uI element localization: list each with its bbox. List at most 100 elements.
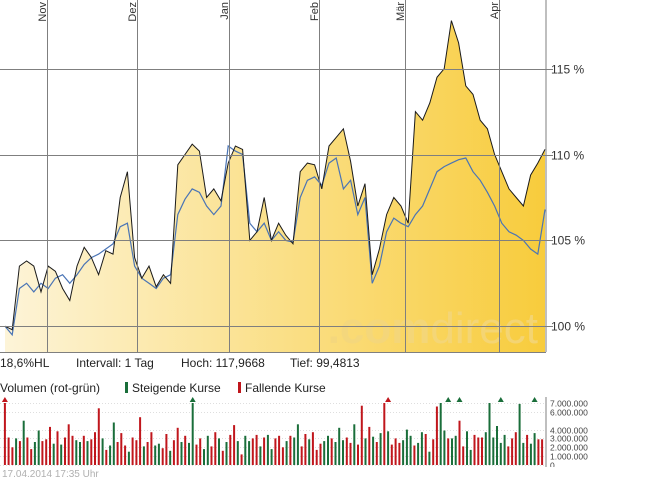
volume-bar xyxy=(518,403,521,465)
volume-bar xyxy=(259,446,262,465)
volume-bar xyxy=(26,437,29,465)
volume-bar xyxy=(372,436,375,465)
volume-tick-label: 6.000.000 xyxy=(550,408,588,418)
volume-bar xyxy=(266,434,269,465)
volume-bar xyxy=(142,446,145,465)
volume-bar xyxy=(71,435,74,465)
volume-bar xyxy=(375,442,378,465)
volume-bar xyxy=(315,449,318,465)
volume-bar xyxy=(105,449,108,465)
volume-bar xyxy=(120,433,123,465)
low-value: Tief: 99,4813 xyxy=(290,356,360,370)
volume-bar xyxy=(22,420,25,465)
volume-bar xyxy=(417,442,420,465)
volume-bar xyxy=(458,420,461,465)
falling-swatch xyxy=(238,382,241,393)
rising-legend: Steigende Kurse xyxy=(125,381,221,395)
volume-bar xyxy=(338,427,341,465)
volume-bar xyxy=(188,442,190,465)
volume-bar xyxy=(443,430,446,465)
volume-bar xyxy=(454,435,457,465)
y-tick-label: 105 % xyxy=(551,234,585,248)
y-tick-label: 115 % xyxy=(551,63,584,77)
volume-bar xyxy=(56,431,59,465)
volume-bar xyxy=(522,442,525,465)
volume-bar xyxy=(270,449,273,465)
volume-bar xyxy=(60,444,63,465)
footer-timestamp: 17.04.2014 17:35 Uhr xyxy=(2,469,99,480)
volume-bar xyxy=(203,449,205,465)
volume-bar xyxy=(345,437,348,465)
rising-legend-label: Steigende Kurse xyxy=(132,381,221,395)
volume-bar xyxy=(469,449,472,465)
interval-info: Intervall: 1 Tag xyxy=(76,356,154,370)
volume-bar xyxy=(488,403,491,465)
volume-bar xyxy=(368,426,371,465)
volume-bar xyxy=(323,441,326,465)
volume-bar xyxy=(229,434,232,465)
volume-bar xyxy=(533,433,536,465)
volume-bar xyxy=(451,438,453,465)
volume-bar xyxy=(169,450,172,465)
volume-bar xyxy=(311,432,314,465)
volume-bar xyxy=(511,438,514,465)
volume-tick-label: 7.000.000 xyxy=(550,399,588,409)
volume-bar xyxy=(146,442,149,465)
volume-bar xyxy=(52,443,55,465)
volume-tick-label: 3.000.000 xyxy=(550,434,588,444)
volume-bar xyxy=(37,430,40,465)
falling-legend-label: Fallende Kurse xyxy=(245,381,326,395)
volume-bar xyxy=(251,438,254,465)
volume-bar xyxy=(210,446,213,465)
volume-bar xyxy=(79,442,81,465)
volume-bar xyxy=(462,446,465,465)
volume-bar xyxy=(526,434,529,465)
volume-bar xyxy=(33,442,36,465)
volume-overflow-arrow xyxy=(385,397,392,402)
volume-bar xyxy=(334,442,337,465)
volume-bar xyxy=(296,424,299,465)
volume-bar xyxy=(503,434,506,465)
volume-bar xyxy=(507,446,510,465)
volume-bar xyxy=(383,403,386,465)
volume-overflow-arrow xyxy=(497,397,504,402)
volume-bar xyxy=(139,417,142,465)
volume-bar xyxy=(225,442,228,465)
volume-bar xyxy=(172,440,175,465)
volume-bar xyxy=(293,437,296,465)
volume-bar xyxy=(191,403,194,465)
falling-legend: Fallende Kurse xyxy=(238,381,326,395)
volume-bar xyxy=(116,442,119,465)
volume-bar xyxy=(154,445,157,465)
month-label: Dez xyxy=(127,2,139,22)
volume-bar xyxy=(289,435,292,465)
volume-bar xyxy=(233,425,236,465)
volume-bar xyxy=(330,438,333,465)
volume-bar xyxy=(439,403,442,465)
volume-bar xyxy=(214,432,217,465)
volume-bar xyxy=(206,435,209,465)
volume-bar xyxy=(308,439,311,465)
volume-bar xyxy=(7,437,10,465)
volume-bar xyxy=(281,447,284,465)
volume-overflow-arrow xyxy=(531,397,538,402)
volume-bar xyxy=(496,426,498,465)
volume-bar xyxy=(402,440,405,465)
rising-swatch xyxy=(125,382,128,393)
price-area-fill xyxy=(5,20,545,352)
volume-bar xyxy=(541,439,544,465)
volume-overflow-arrow xyxy=(1,397,8,402)
volume-bar xyxy=(248,441,251,465)
volume-bar xyxy=(394,438,397,465)
price-chart: .comdirect Nov Dez Jan Feb Mär Apr 100 % 105 %… xyxy=(0,0,585,353)
volume-bar xyxy=(15,438,18,465)
high-value: Hoch: 117,9668 xyxy=(181,356,265,370)
volume-bar xyxy=(357,444,359,465)
volume-bar xyxy=(18,441,21,465)
volume-tick-label: 1.000.000 xyxy=(550,452,588,462)
volume-bar xyxy=(263,437,266,465)
watermark: .comdirect xyxy=(328,304,538,353)
volume-bar xyxy=(11,447,14,465)
volume-bar xyxy=(409,435,412,465)
